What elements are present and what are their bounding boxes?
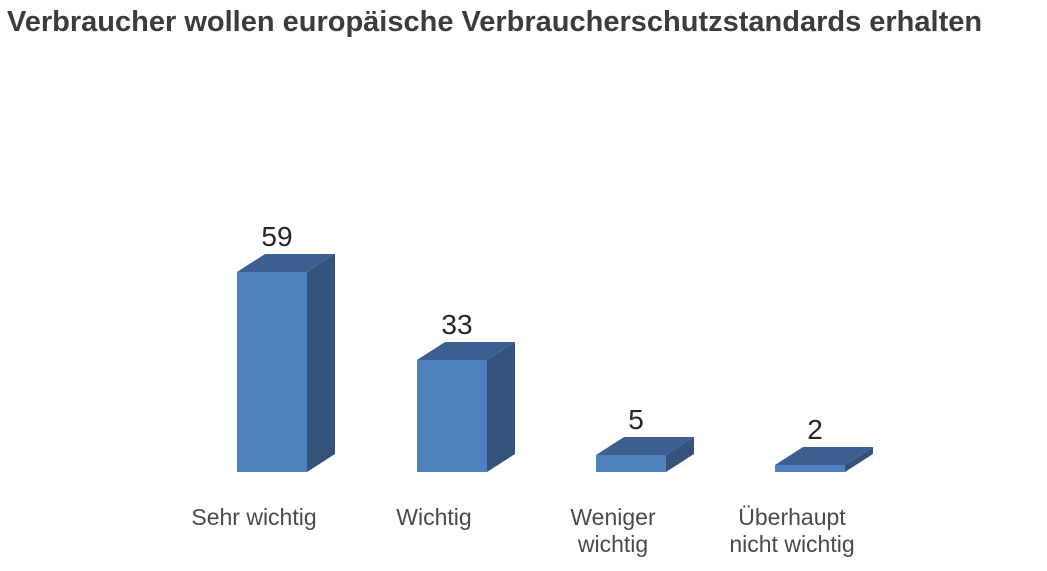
bar-top-face [417,342,515,360]
bar-group-2: 5 [596,404,694,472]
bar-top-face [237,254,335,272]
category-label-line: Wichtig [396,504,472,530]
category-label-line: Weniger [570,504,656,530]
bar-value-label: 2 [807,414,823,445]
bar-value-label: 33 [441,309,472,340]
chart-title: Verbraucher wollen europäische Verbrauch… [7,6,983,38]
bar-group-1: 33 [417,309,515,472]
bar-side-face [845,447,873,472]
bar-front-face [596,455,666,472]
bar-group-3: 2 [775,414,873,472]
category-label-line: wichtig [577,531,649,557]
category-label-line: nicht wichtig [729,531,855,557]
bar-value-label: 59 [261,221,292,252]
bar-side-face [666,437,694,472]
category-label-1: Wichtig [339,504,529,531]
bar-top-face [775,447,873,465]
bar-group-0: 59 [237,221,335,472]
category-label-line: Sehr wichtig [191,504,317,530]
bar-side-face [307,254,335,472]
bar-top-face [596,437,694,455]
bar-front-face [775,465,845,472]
category-label-0: Sehr wichtig [159,504,349,531]
category-label-3: Überhaupt nicht wichtig [697,504,887,558]
bar-side-face [487,342,515,472]
category-label-2: Weniger wichtig [518,504,708,558]
category-label-line: Überhaupt [738,504,846,530]
bar-value-label: 5 [628,404,644,435]
bar-front-face [237,272,307,472]
bar-front-face [417,360,487,472]
